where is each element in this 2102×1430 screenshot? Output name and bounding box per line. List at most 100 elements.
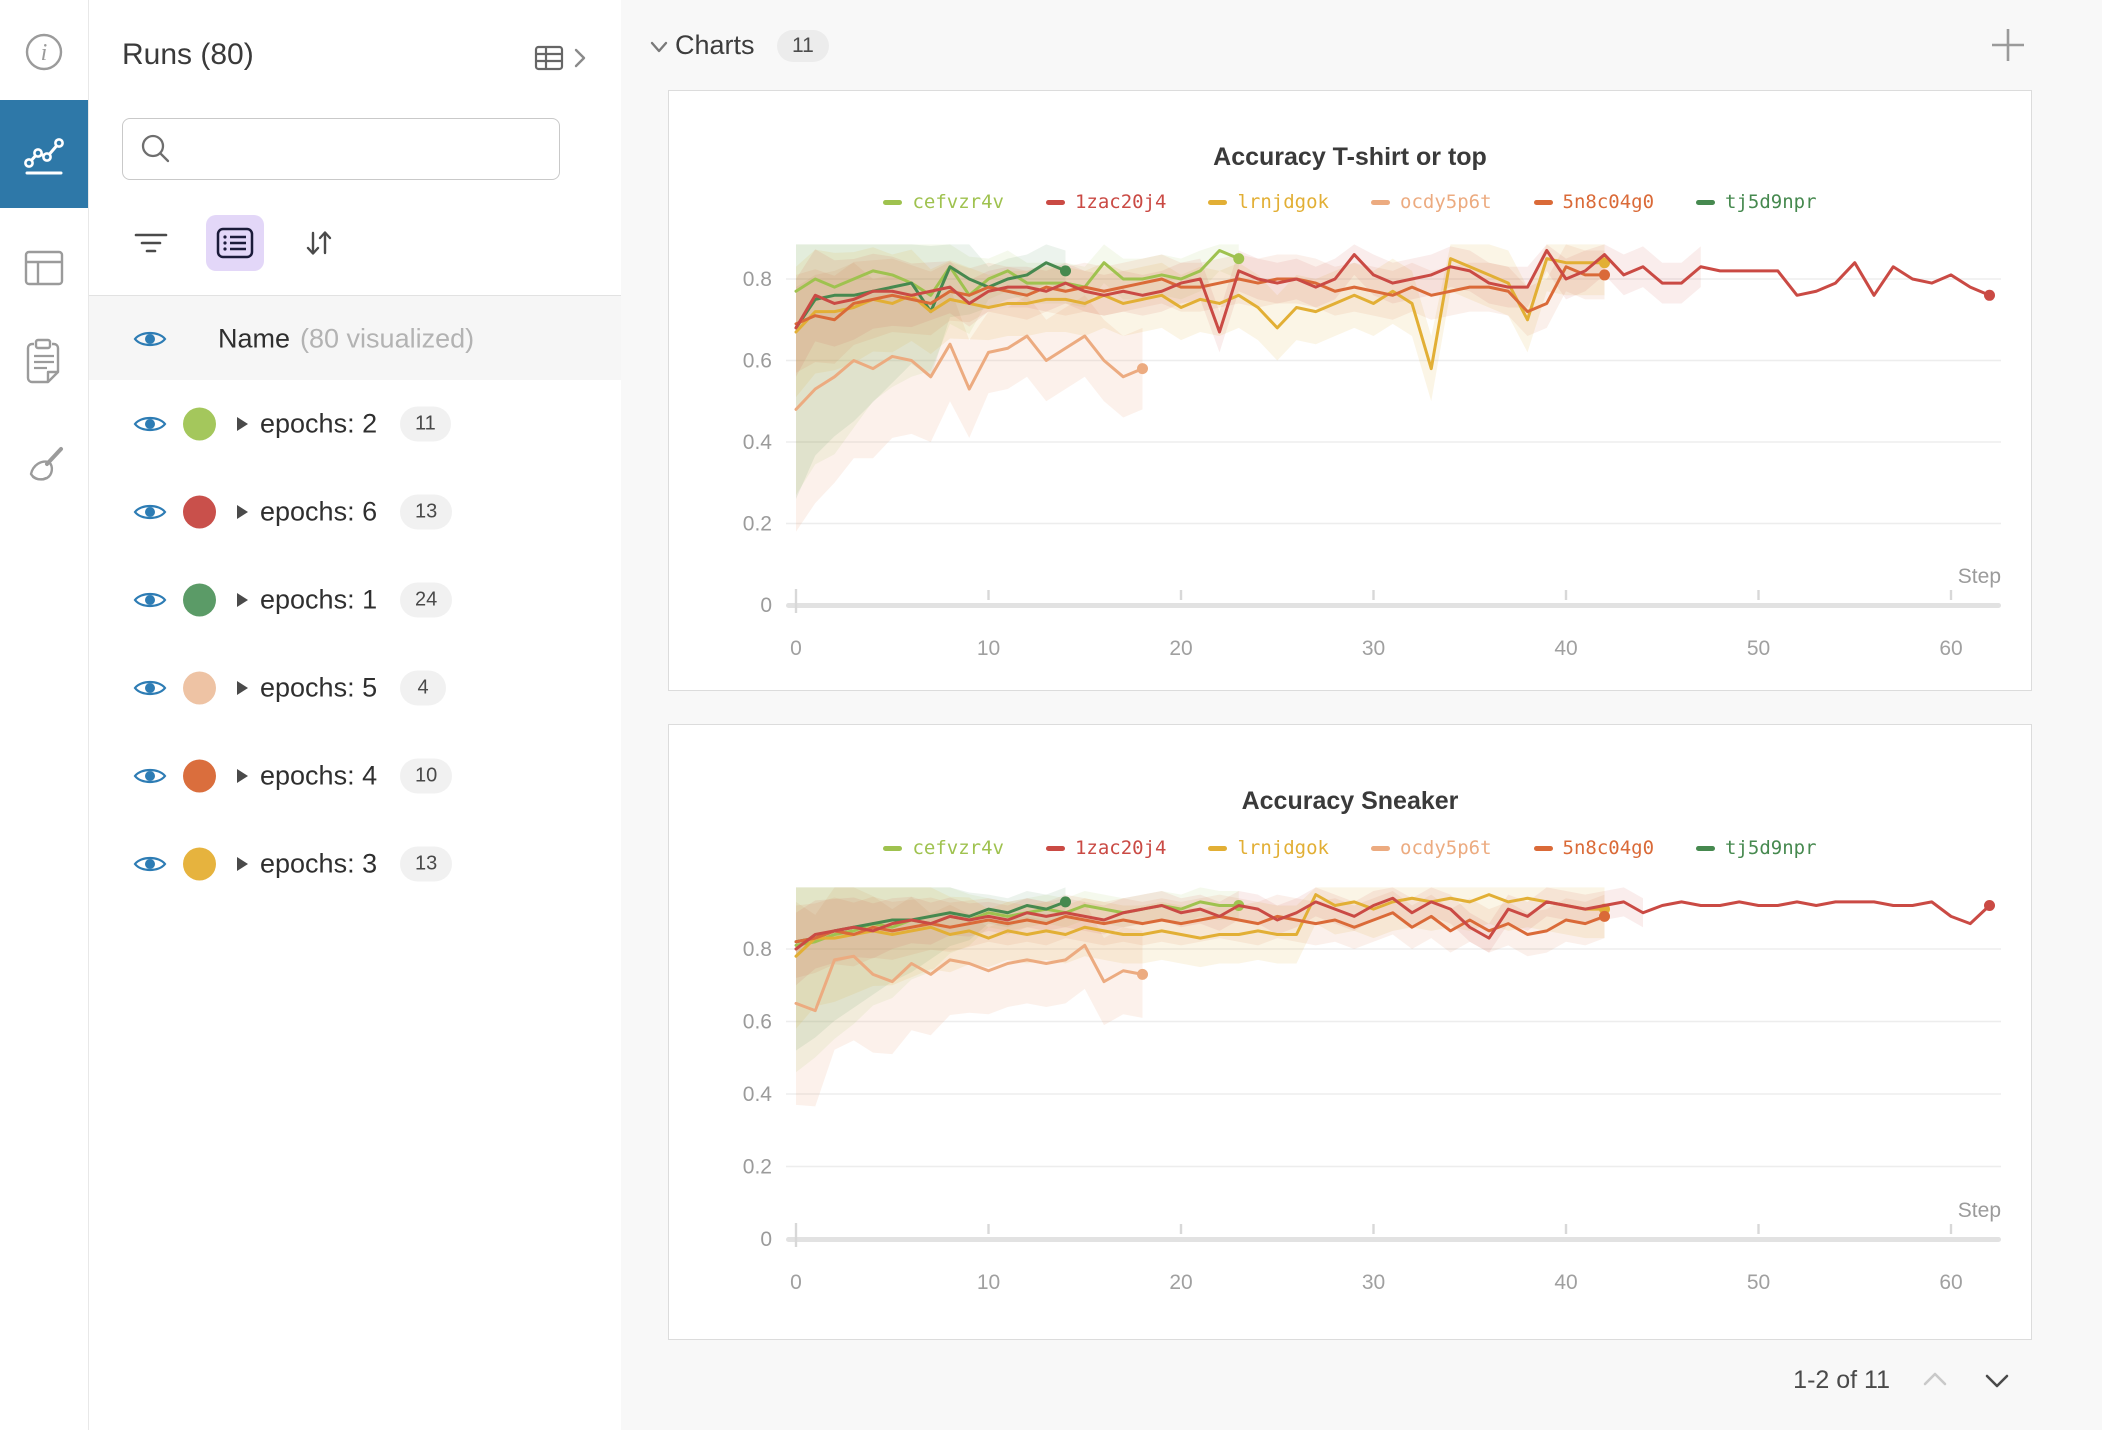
runs-sidebar: Runs (80) Name (80 visualized): [88, 0, 622, 1430]
svg-text:0: 0: [790, 1271, 802, 1294]
series-band: [796, 891, 1605, 978]
expand-caret-icon[interactable]: [237, 857, 248, 871]
series-end-dot: [1599, 269, 1610, 281]
chart-canvas[interactable]: 0 10 20 30 40 50 60 0 0.2 0.4 0.6 0.8 Step: [669, 91, 2033, 692]
series-line-5n8c04g0: [794, 911, 1606, 944]
run-color-dot: [183, 759, 216, 793]
list-settings-icon[interactable]: [206, 215, 264, 271]
series-band: [796, 244, 1605, 373]
broom-icon[interactable]: [0, 438, 88, 498]
visibility-eye-icon[interactable]: [133, 764, 167, 788]
series-band: [796, 244, 1066, 500]
run-group-row[interactable]: epochs: 4 10: [88, 732, 621, 820]
run-group-row[interactable]: epochs: 1 24: [88, 556, 621, 644]
series-band: [796, 244, 1239, 495]
legend-run-name: tj5d9npr: [1725, 837, 1817, 859]
legend-swatch: [1208, 199, 1228, 205]
expand-caret-icon[interactable]: [237, 593, 248, 607]
page-up-icon[interactable]: [1918, 1367, 1952, 1393]
legend-swatch: [1371, 199, 1390, 205]
expand-caret-icon[interactable]: [237, 769, 248, 783]
page-down-icon[interactable]: [1980, 1367, 2014, 1393]
table-icon[interactable]: [0, 238, 88, 298]
visibility-eye-icon[interactable]: [133, 500, 167, 524]
visibility-eye-icon[interactable]: [133, 327, 167, 351]
svg-text:0.4: 0.4: [743, 431, 773, 454]
run-group-row[interactable]: epochs: 6 13: [88, 468, 621, 556]
series-end-dot: [1060, 896, 1071, 908]
runs-name-header-row[interactable]: Name (80 visualized): [88, 295, 621, 382]
visibility-eye-icon[interactable]: [133, 412, 167, 436]
runs-search-input[interactable]: [187, 134, 545, 164]
chart-canvas[interactable]: 0 10 20 30 40 50 60 0 0.2 0.4 0.6 0.8 Step: [669, 725, 2033, 1341]
runs-table-expand-button[interactable]: [527, 42, 593, 74]
svg-text:40: 40: [1554, 637, 1577, 660]
chart-panel-accuracy-sneaker[interactable]: Accuracy Sneaker cefvzr4v 1zac20j4 lrnjdgok…: [668, 724, 2032, 1340]
expand-caret-icon[interactable]: [237, 505, 248, 519]
chart-legend: cefvzr4v 1zac20j4 lrnjdgok ocdy5p6t 5n8c04g0…: [669, 191, 2031, 213]
legend-item: 5n8c04g0: [1533, 837, 1654, 859]
legend-swatch: [1208, 845, 1228, 851]
legend-swatch: [883, 199, 903, 205]
series-band: [796, 262, 1143, 532]
legend-item: 5n8c04g0: [1533, 191, 1655, 213]
svg-text:60: 60: [1939, 637, 1962, 660]
left-icon-rail: i: [0, 0, 89, 1430]
legend-item: cefvzr4v: [883, 837, 1004, 859]
add-panel-plus-icon[interactable]: [1980, 22, 2036, 71]
svg-text:i: i: [41, 40, 48, 66]
series-end-dot: [1599, 910, 1610, 922]
legend-swatch: [1533, 199, 1553, 205]
legend-run-name: ocdy5p6t: [1400, 837, 1492, 859]
visibility-eye-icon[interactable]: [133, 852, 167, 876]
filter-icon[interactable]: [122, 215, 180, 271]
legend-item: ocdy5p6t: [1371, 191, 1492, 213]
run-group-row[interactable]: epochs: 5 4: [88, 644, 621, 732]
run-group-row[interactable]: epochs: 2 11: [88, 380, 621, 468]
series-end-dot: [1233, 253, 1245, 265]
svg-text:Step: Step: [1958, 1199, 2001, 1222]
legend-item: lrnjdgok: [1208, 837, 1329, 859]
svg-text:50: 50: [1747, 637, 1770, 660]
chevron-down-icon[interactable]: [639, 32, 679, 65]
charts-pagination: 1-2 of 11: [1793, 1352, 2014, 1408]
run-group-row[interactable]: epochs: 3 13: [88, 820, 621, 908]
visibility-eye-icon[interactable]: [133, 588, 167, 612]
info-icon[interactable]: i: [0, 22, 88, 82]
svg-text:40: 40: [1554, 1271, 1577, 1294]
svg-text:0.2: 0.2: [743, 1156, 772, 1179]
run-count-badge: 10: [400, 758, 453, 794]
svg-text:0.8: 0.8: [743, 268, 772, 291]
chart-panel-accuracy-tshirt[interactable]: Accuracy T-shirt or top cefvzr4v 1zac20j4 l…: [668, 90, 2032, 691]
series-line-5n8c04g0: [794, 265, 1606, 326]
svg-text:60: 60: [1939, 1271, 1962, 1294]
series-band: [796, 244, 1605, 402]
legend-run-name: 1zac20j4: [1074, 837, 1167, 859]
sort-icon[interactable]: [290, 215, 348, 271]
legend-run-name: cefvzr4v: [912, 191, 1004, 213]
runs-panel-title: Runs (80): [122, 38, 254, 71]
expand-caret-icon[interactable]: [237, 417, 248, 431]
clipboard-icon[interactable]: [0, 332, 88, 392]
line-chart-icon[interactable]: [0, 100, 88, 208]
series-line-cefvzr4v: [794, 900, 1241, 947]
svg-text:0: 0: [760, 1228, 772, 1251]
legend-swatch: [1533, 845, 1553, 851]
series-end-dot: [1599, 257, 1610, 269]
svg-text:50: 50: [1747, 1271, 1770, 1294]
series-line-1zac20j4: [794, 896, 1991, 951]
legend-swatch: [1371, 845, 1390, 851]
legend-run-name: 5n8c04g0: [1562, 191, 1655, 213]
svg-text:0: 0: [790, 637, 802, 660]
series-end-dot: [1233, 900, 1245, 911]
run-color-dot: [183, 671, 216, 705]
run-count-badge: 4: [400, 670, 446, 706]
series-line-ocdy5p6t: [794, 334, 1144, 411]
legend-run-name: lrnjdgok: [1237, 191, 1329, 213]
legend-run-name: tj5d9npr: [1725, 191, 1817, 213]
pagination-label: 1-2 of 11: [1793, 1365, 1890, 1394]
legend-item: tj5d9npr: [1696, 191, 1817, 213]
visibility-eye-icon[interactable]: [133, 676, 167, 700]
expand-caret-icon[interactable]: [237, 681, 248, 695]
